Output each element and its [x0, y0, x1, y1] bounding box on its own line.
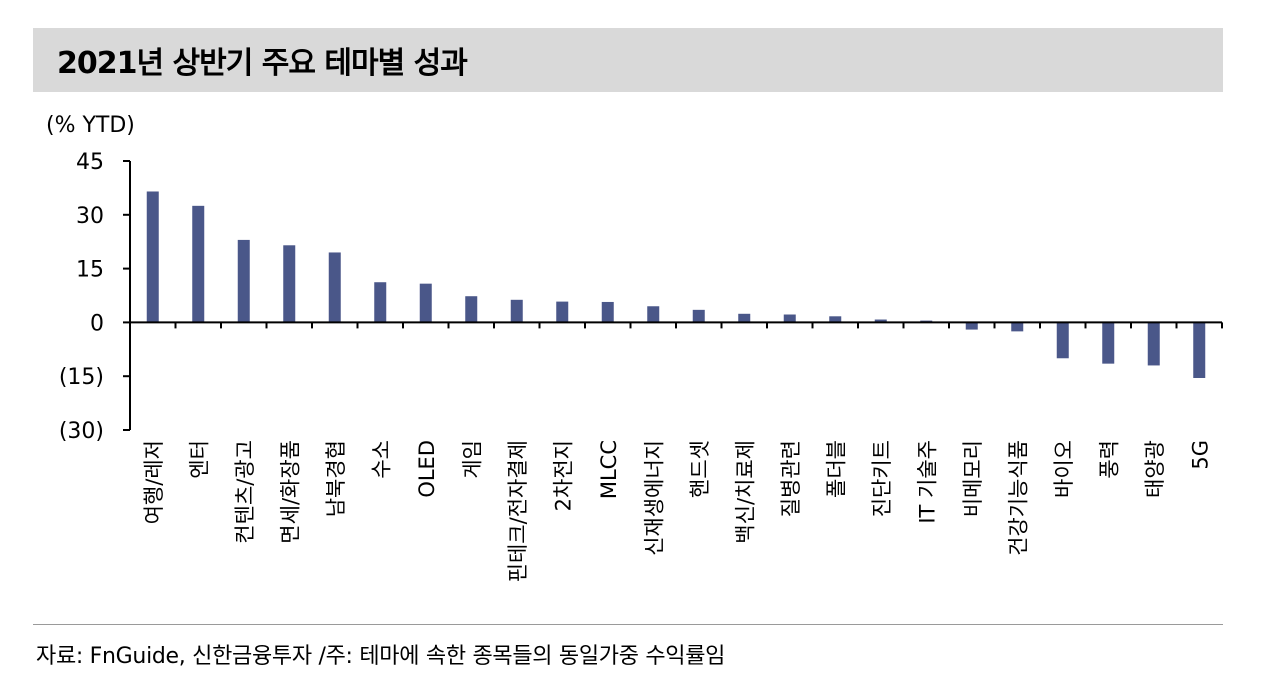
- bar: [328, 252, 341, 323]
- bar: [1056, 322, 1069, 359]
- category-label: 엔터: [187, 440, 211, 479]
- category-label: 면세/화장품: [278, 440, 302, 544]
- y-tick-label: 0: [90, 311, 104, 336]
- category-label: 비메모리: [961, 440, 985, 517]
- source-note: 자료: FnGuide, 신한금융투자 /주: 테마에 속한 종목들의 동일가중…: [36, 644, 726, 669]
- category-label: 게임: [460, 440, 484, 479]
- bar: [556, 301, 569, 323]
- y-tick-label: (30): [59, 419, 104, 444]
- category-label: 여행/레저: [142, 440, 166, 524]
- category-label: 진단키트: [870, 440, 894, 517]
- y-tick-label: 45: [76, 150, 104, 175]
- y-tick-label: (15): [59, 365, 104, 390]
- category-label: 폴더블: [824, 440, 848, 498]
- bar: [647, 306, 660, 323]
- category-label: 건강기능식품: [1006, 440, 1030, 556]
- category-label: 2차전지: [551, 440, 575, 511]
- category-label: 컨텐츠/광고: [233, 440, 257, 544]
- bar: [692, 309, 705, 323]
- title-bar: 2021년 상반기 주요 테마별 성과: [33, 28, 1223, 92]
- y-axis-unit-label: (% YTD): [46, 113, 135, 138]
- bar: [783, 314, 796, 323]
- bar: [419, 283, 432, 323]
- category-label: 백신/치료제: [733, 440, 757, 544]
- bar: [510, 299, 523, 323]
- bar: [192, 205, 205, 323]
- category-label: 핸드셋: [688, 440, 712, 498]
- category-label: 수소: [369, 440, 393, 479]
- bar: [465, 296, 478, 323]
- footer-divider: [33, 624, 1223, 625]
- bar: [237, 239, 250, 323]
- bar: [829, 316, 842, 323]
- bar: [283, 245, 296, 323]
- bar: [965, 322, 978, 330]
- bar: [1102, 322, 1115, 364]
- category-label: 풍력: [1097, 440, 1121, 479]
- category-label: 질병관련: [779, 440, 803, 517]
- category-label: 핀테크/전자결제: [506, 440, 530, 582]
- category-label: 바이오: [1052, 440, 1076, 498]
- bar: [374, 282, 387, 323]
- chart-title: 2021년 상반기 주요 테마별 성과: [57, 46, 468, 81]
- bar: [738, 313, 751, 323]
- category-label: 남북경협: [324, 440, 348, 517]
- bar: [1011, 322, 1024, 332]
- bar: [1147, 322, 1160, 366]
- y-tick-label: 30: [76, 204, 104, 229]
- category-label: OLED: [415, 440, 439, 498]
- category-label: MLCC: [597, 440, 621, 499]
- bar: [601, 301, 614, 323]
- bar: [1193, 322, 1206, 378]
- y-tick-label: 15: [76, 258, 104, 283]
- category-label: 태양광: [1143, 440, 1167, 498]
- category-label: IT 기술주: [915, 440, 939, 524]
- bar: [146, 191, 159, 323]
- category-label: 신재생에너지: [642, 440, 666, 556]
- bar: [874, 319, 887, 323]
- category-label: 5G: [1188, 440, 1212, 470]
